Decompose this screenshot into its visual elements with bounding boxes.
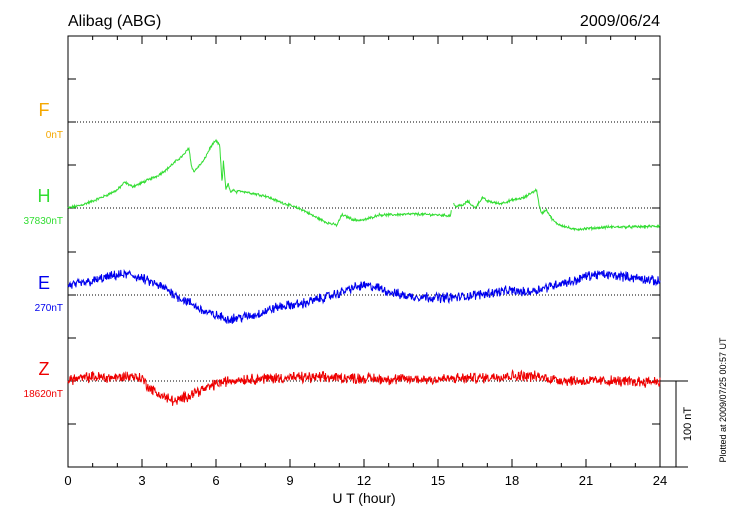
series-Z-trace bbox=[67, 369, 661, 406]
x-tick-label: 3 bbox=[138, 473, 145, 488]
component-name: F bbox=[39, 100, 50, 120]
series-E-trace bbox=[67, 268, 661, 324]
component-name: H bbox=[38, 186, 51, 206]
station-title: Alibag (ABG) bbox=[68, 13, 161, 30]
x-axis-label: U T (hour) bbox=[332, 490, 395, 506]
baseline-label: 37830nT bbox=[24, 216, 63, 227]
scale-bar: 100 nT bbox=[660, 380, 694, 468]
x-tick-label: 6 bbox=[212, 473, 219, 488]
x-tick-label: 12 bbox=[357, 473, 371, 488]
label-layer: F 0nT H 37830nT E 270nT Z 18620nT bbox=[24, 100, 63, 400]
x-tick-label: 18 bbox=[505, 473, 519, 488]
x-tick-label: 15 bbox=[431, 473, 445, 488]
grid-layer bbox=[68, 78, 660, 425]
series-H-trace bbox=[453, 188, 661, 232]
tick-layer: 0 3 6 9 12 15 18 21 24 bbox=[64, 36, 667, 488]
x-tick-label: 21 bbox=[579, 473, 593, 488]
date-label: 2009/06/24 bbox=[580, 13, 660, 30]
x-tick-label: 24 bbox=[653, 473, 667, 488]
plotted-note: Plotted at 2009/07/25 00:57 UT bbox=[718, 337, 728, 463]
component-name: E bbox=[38, 273, 50, 293]
baseline-label: 270nT bbox=[35, 303, 63, 314]
x-tick-label: 0 bbox=[64, 473, 71, 488]
component-name: Z bbox=[39, 359, 50, 379]
series-layer bbox=[67, 138, 661, 406]
baseline-label: 0nT bbox=[46, 130, 63, 141]
series-H-trace bbox=[67, 138, 452, 228]
scale-bar-label: 100 nT bbox=[682, 407, 694, 442]
baseline-label: 18620nT bbox=[24, 389, 63, 400]
x-tick-label: 9 bbox=[286, 473, 293, 488]
